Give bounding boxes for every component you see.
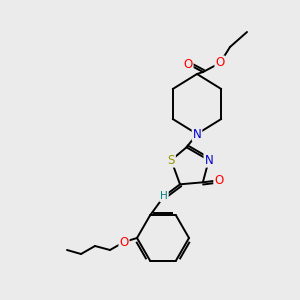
Text: N: N <box>193 128 201 140</box>
Text: N: N <box>204 154 213 167</box>
Text: S: S <box>167 154 175 167</box>
Text: H: H <box>160 191 168 201</box>
Text: O: O <box>214 174 224 187</box>
Text: O: O <box>183 58 193 70</box>
Text: O: O <box>119 236 129 248</box>
Text: O: O <box>215 56 225 70</box>
